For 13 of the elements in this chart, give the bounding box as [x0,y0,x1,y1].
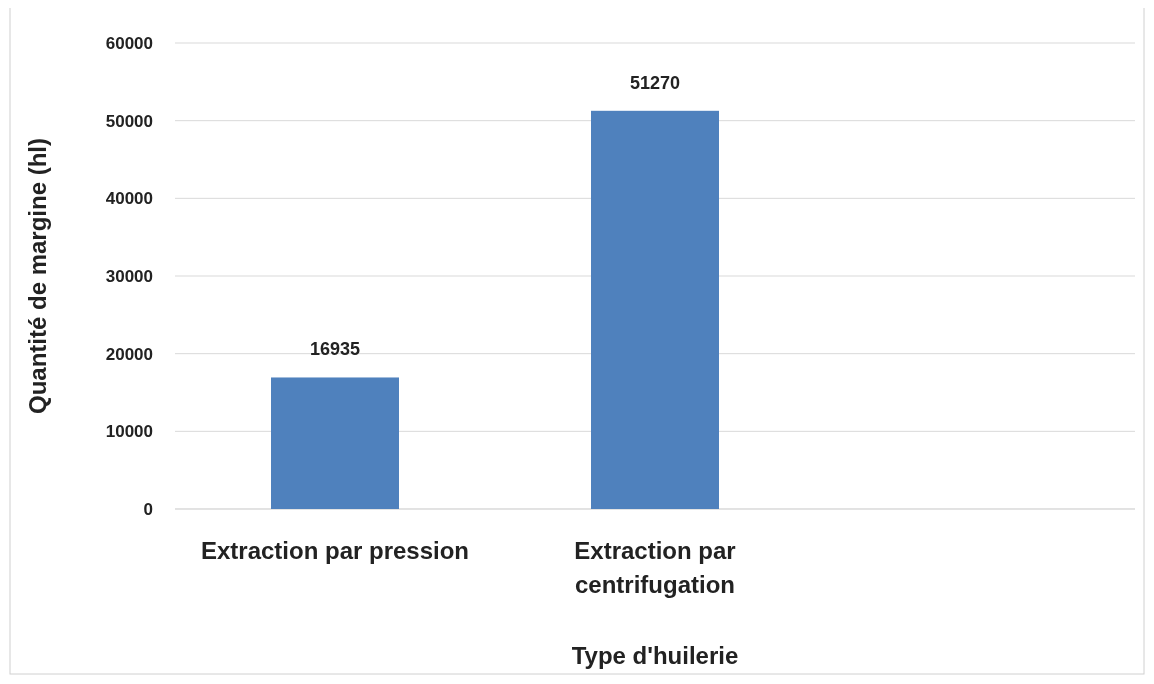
y-tick-label: 0 [143,499,153,519]
y-tick-label: 30000 [105,266,153,286]
y-tick-label: 50000 [105,111,153,131]
y-tick-label: 40000 [105,189,153,209]
data-label: 16935 [309,339,361,360]
data-label: 51270 [629,72,681,93]
x-axis-title: Type d'huilerie [571,642,739,669]
x-tick-label: Extraction par centrifugation [574,537,736,598]
y-tick-label: 20000 [105,344,153,364]
y-tick-label: 60000 [105,33,153,53]
y-axis-title: Quantité de margine (hl) [24,137,51,415]
x-tick-label: Extraction par pression [200,537,470,564]
y-tick-label: 10000 [105,422,153,442]
